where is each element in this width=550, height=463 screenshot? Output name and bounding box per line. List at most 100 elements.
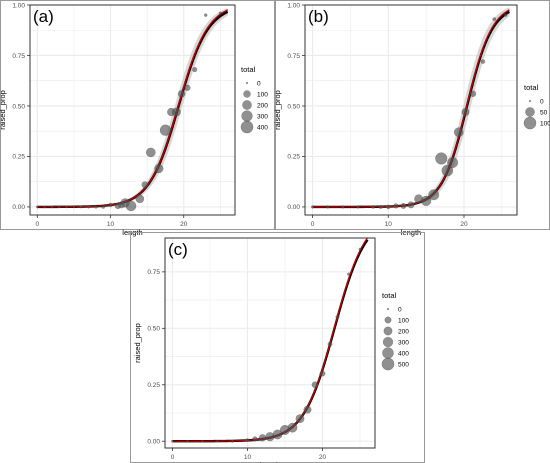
- data-point-9: [101, 205, 106, 209]
- legend-label: 100: [398, 317, 409, 324]
- data-point-19: [358, 247, 362, 251]
- y-tick-label: 0.00: [12, 204, 25, 211]
- data-point-4: [371, 205, 375, 209]
- data-point-9: [272, 429, 283, 440]
- data-point-4: [65, 205, 68, 209]
- legend-key: [241, 110, 253, 122]
- data-point-11: [287, 422, 298, 433]
- y-axis-title: raised_prop: [133, 323, 142, 363]
- data-point-11: [421, 195, 432, 206]
- data-point-21: [504, 13, 508, 17]
- data-point-25: [204, 13, 208, 17]
- legend-label: 200: [398, 328, 409, 335]
- legend-key: [525, 107, 535, 117]
- data-point-14: [125, 200, 137, 212]
- data-point-7: [258, 434, 267, 442]
- data-point-9: [407, 201, 415, 209]
- y-tick-label: 0.75: [287, 53, 300, 60]
- model-line: [37, 9, 228, 208]
- grid: [165, 238, 375, 448]
- legend-label: 100: [540, 120, 550, 127]
- data-points: [171, 247, 362, 443]
- legend-label: 400: [257, 124, 268, 131]
- data-point-5: [245, 438, 250, 442]
- legend-label: 300: [257, 113, 268, 120]
- legend-label: 200: [257, 102, 268, 109]
- y-tick-label: 0.25: [287, 154, 300, 161]
- fit-confidence-band: [312, 7, 510, 207]
- y-tick-label: 1.00: [12, 2, 25, 9]
- data-point-7: [87, 205, 91, 209]
- panel-label: (c): [168, 240, 188, 259]
- legend-label: 50: [540, 109, 548, 116]
- x-tick-label: 0: [171, 454, 175, 461]
- panel-border: [29, 4, 236, 216]
- chart-panel-2: 0 10 200.000.250.500.751.00lengthraised_pr…: [273, 0, 550, 237]
- data-point-15: [319, 370, 326, 377]
- legend-label: 0: [398, 306, 402, 313]
- data-point-3: [356, 205, 360, 209]
- data-point-17: [461, 108, 470, 116]
- panel-border: [164, 237, 376, 449]
- data-point-1: [326, 205, 330, 209]
- legend-key: [382, 347, 394, 359]
- data-point-3: [57, 205, 61, 209]
- x-tick-label: 10: [385, 221, 393, 228]
- data-point-20: [492, 17, 497, 21]
- y-tick-label: 0.50: [12, 103, 25, 110]
- data-point-16: [141, 181, 149, 189]
- data-point-15: [447, 157, 459, 168]
- data-points: [310, 13, 508, 210]
- legend-key: [245, 81, 249, 85]
- data-point-14: [441, 164, 454, 177]
- panel-label: (b): [308, 7, 329, 26]
- figure-frame: [0, 0, 275, 230]
- y-tick-label: 0.50: [287, 103, 300, 110]
- x-tick-label: 10: [107, 221, 115, 228]
- y-tick-label: 0.75: [12, 53, 25, 60]
- legend-key: [240, 120, 254, 134]
- data-point-26: [218, 11, 222, 15]
- y-tick-label: 0.25: [12, 154, 25, 161]
- data-point-8: [400, 203, 407, 209]
- x-tick-label: 0: [311, 221, 315, 228]
- data-point-2: [201, 439, 204, 443]
- legend-title: total: [524, 83, 539, 92]
- legend-key: [383, 326, 393, 336]
- data-point-5: [378, 204, 383, 209]
- y-tick-label: 0.25: [147, 382, 160, 389]
- y-tick-label: 0.00: [147, 439, 160, 446]
- data-point-8: [94, 205, 98, 209]
- data-point-1: [186, 439, 189, 443]
- data-point-16: [453, 127, 464, 137]
- legend-label: 300: [398, 339, 409, 346]
- legend-key: [386, 307, 390, 311]
- legend-label: 0: [540, 98, 544, 105]
- legend-key: [243, 90, 251, 98]
- y-tick-label: 0.50: [147, 326, 160, 333]
- data-point-23: [184, 84, 191, 91]
- x-tick-label: 20: [319, 454, 327, 461]
- y-axis-title: raised_prop: [0, 90, 7, 130]
- data-point-2: [50, 205, 54, 209]
- x-axis-title: length: [260, 461, 280, 463]
- legend-label: 100: [257, 91, 268, 98]
- legend-title: total: [241, 65, 256, 74]
- legend-key: [528, 99, 532, 103]
- data-point-0: [35, 205, 39, 209]
- grid: [30, 4, 235, 215]
- x-tick-label: 0: [36, 221, 40, 228]
- plot-area: [165, 238, 375, 448]
- data-point-14: [311, 381, 319, 389]
- x-tick-label: 20: [460, 221, 468, 228]
- chart-panel-3: 0 10 20 0.00 0.25 0.50 0.75 length raised_prop (c…: [130, 232, 425, 463]
- data-point-21: [172, 107, 181, 117]
- x-tick-label: 20: [180, 221, 188, 228]
- legend-label: 500: [398, 361, 409, 368]
- data-point-18: [347, 272, 351, 276]
- data-point-7: [393, 203, 399, 209]
- legend-key: [382, 336, 394, 348]
